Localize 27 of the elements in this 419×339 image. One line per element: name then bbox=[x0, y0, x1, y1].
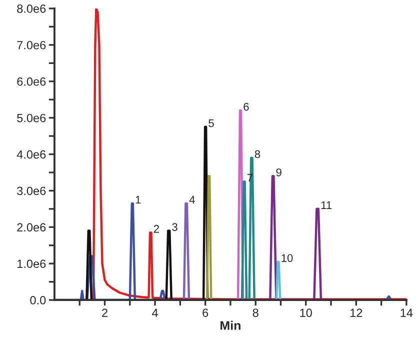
y-tick-label: 2.0e6 bbox=[17, 223, 46, 232]
x-tick-label: 2 bbox=[102, 308, 108, 317]
x-tick-label: 4 bbox=[152, 308, 158, 317]
annotation: 2 bbox=[154, 224, 159, 233]
y-tick-label: 1.0e6 bbox=[17, 260, 46, 268]
y-tick-label: 3.0e6 bbox=[17, 186, 46, 196]
annotation: 4 bbox=[189, 196, 195, 204]
y-tick-label: 7.0e6 bbox=[17, 40, 46, 50]
annotation: 8 bbox=[254, 150, 260, 158]
x-tick-label: 8 bbox=[252, 308, 258, 318]
x-tick-label: 14 bbox=[400, 308, 413, 317]
annotation: 1 bbox=[136, 196, 141, 204]
annotation: 6 bbox=[244, 102, 249, 111]
annotation: 11 bbox=[321, 201, 332, 210]
y-tick-label: 8.0e6 bbox=[17, 4, 46, 13]
x-tick-label: 6 bbox=[202, 308, 208, 318]
y-tick-label: 4.0e6 bbox=[16, 150, 46, 159]
annotation: 10 bbox=[282, 254, 293, 262]
y-tick-label: 0.0 bbox=[30, 296, 46, 304]
y-tick-label: 5.0e6 bbox=[17, 114, 46, 122]
x-tick-label: 12 bbox=[350, 308, 362, 317]
x-tick-label: 10 bbox=[300, 308, 312, 318]
annotation: 9 bbox=[276, 168, 282, 176]
annotation: 5 bbox=[208, 119, 214, 128]
y-tick-label: 6.0e6 bbox=[17, 77, 46, 86]
x-axis-title: Min bbox=[220, 320, 240, 330]
annotation: 3 bbox=[172, 223, 178, 231]
